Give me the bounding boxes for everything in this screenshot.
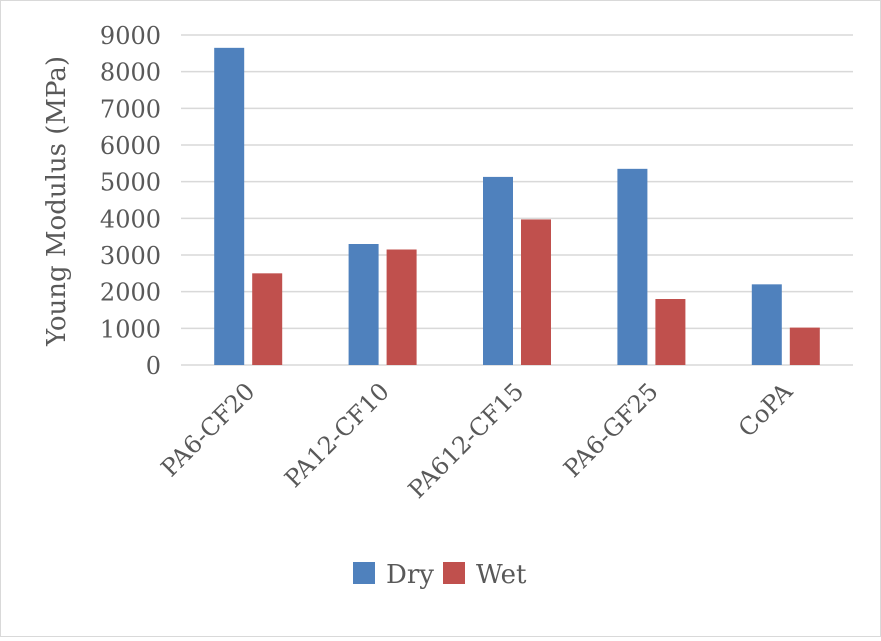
legend-label-dry: Dry xyxy=(386,560,434,590)
y-tick-label: 9000 xyxy=(100,22,161,50)
legend-label-wet: Wet xyxy=(476,560,527,590)
y-tick-label: 6000 xyxy=(100,132,161,160)
y-tick-label: 2000 xyxy=(100,279,161,307)
x-tick-label: PA612-CF15 xyxy=(403,377,529,503)
x-tick-label: PA12-CF10 xyxy=(279,377,395,493)
legend: Dry Wet xyxy=(353,560,527,590)
gridlines xyxy=(181,34,853,330)
bar-dry-pa612-cf15 xyxy=(483,176,513,365)
y-tick-label: 3000 xyxy=(100,242,161,270)
bar-wet-copa xyxy=(789,327,820,365)
bars xyxy=(214,47,820,365)
x-tick-label: CoPA xyxy=(733,377,799,443)
bar-wet-pa12-cf10 xyxy=(386,249,417,365)
y-tick-label: 7000 xyxy=(100,95,161,123)
y-tick-label: 4000 xyxy=(100,205,161,233)
y-tick-label: 8000 xyxy=(100,59,161,87)
y-tick-label: 0 xyxy=(146,352,161,380)
bar-dry-pa12-cf10 xyxy=(348,244,379,365)
legend-swatch-wet xyxy=(443,562,465,584)
x-tick-label: PA6-CF20 xyxy=(156,377,261,482)
y-tick-label: 5000 xyxy=(100,169,161,197)
bar-wet-pa6-gf25 xyxy=(655,299,686,365)
x-axis-ticks: PA6-CF20 PA12-CF10 PA612-CF15 PA6-GF25 CoPA xyxy=(156,377,799,504)
y-tick-label: 1000 xyxy=(100,315,161,343)
bar-dry-copa xyxy=(751,284,782,365)
bar-dry-pa6-cf20 xyxy=(214,47,245,365)
x-tick-label: PA6-GF25 xyxy=(558,377,663,482)
bar-dry-pa6-gf25 xyxy=(617,168,648,365)
y-axis-title: Young Modulus (MPa) xyxy=(42,56,72,347)
bar-wet-pa612-cf15 xyxy=(521,219,551,365)
y-axis-ticks: 0 1000 2000 3000 4000 5000 6000 7000 8000 9000 xyxy=(100,22,161,380)
bar-wet-pa6-cf20 xyxy=(252,273,283,365)
legend-swatch-dry xyxy=(353,562,375,584)
